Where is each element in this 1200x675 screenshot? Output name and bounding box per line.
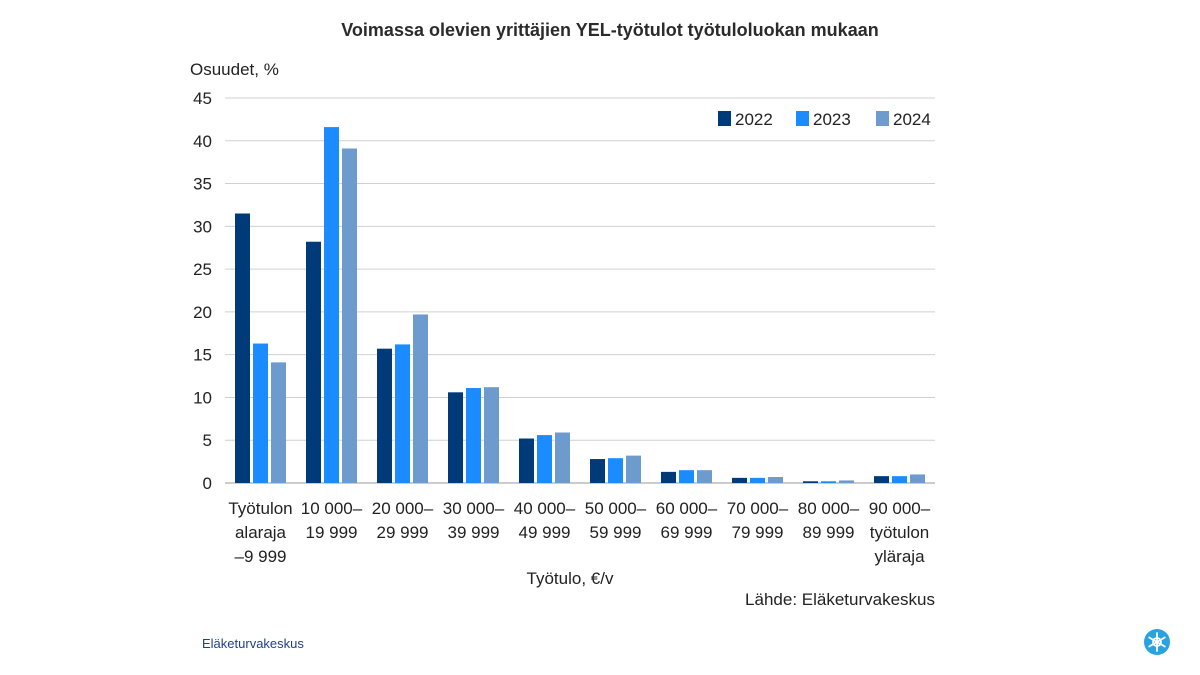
x-tick-label: 20 000– — [372, 499, 434, 518]
bar-2023-cat-9 — [892, 476, 907, 483]
bar-2022-cat-3 — [448, 392, 463, 483]
bar-2022-cat-6 — [661, 471, 676, 483]
bar-2024-cat-5 — [626, 455, 641, 483]
bar-2024-cat-2 — [413, 314, 428, 483]
bar-2024-cat-6 — [697, 470, 712, 483]
bar-2023-cat-4 — [537, 435, 552, 483]
x-tick-label: työtulon — [870, 523, 930, 542]
bar-2023-cat-0 — [253, 343, 268, 483]
bar-2024-cat-4 — [555, 432, 570, 483]
etk-logo-icon — [1144, 629, 1170, 655]
x-tick-label: alaraja — [235, 523, 287, 542]
legend-swatch-2022 — [718, 111, 731, 126]
bar-2023-cat-8 — [821, 481, 836, 483]
x-tick-label: 40 000– — [514, 499, 576, 518]
bar-2022-cat-2 — [377, 348, 392, 483]
legend-label-2024: 2024 — [893, 110, 931, 129]
bar-2024-cat-3 — [484, 387, 499, 483]
x-tick-label: 60 000– — [656, 499, 718, 518]
bar-2022-cat-1 — [306, 241, 321, 483]
bar-2022-cat-5 — [590, 459, 605, 483]
bar-2022-cat-9 — [874, 476, 889, 483]
x-axis-label: Työtulo, €/v — [526, 569, 614, 588]
footer-organization: Eläketurvakeskus — [202, 636, 304, 651]
x-tick-label: 69 999 — [661, 523, 713, 542]
bar-2022-cat-8 — [803, 481, 818, 483]
bar-2023-cat-3 — [466, 388, 481, 483]
bar-2023-cat-1 — [324, 127, 339, 483]
y-tick-label: 20 — [193, 303, 212, 322]
x-tick-label: 70 000– — [727, 499, 789, 518]
source-note: Lähde: Eläketurvakeskus — [745, 590, 935, 609]
x-tick-label: 30 000– — [443, 499, 505, 518]
bar-2023-cat-6 — [679, 470, 694, 483]
x-tick-label: –9 999 — [235, 547, 287, 566]
y-tick-label: 15 — [193, 346, 212, 365]
legend-swatch-2023 — [796, 111, 809, 126]
legend-swatch-2024 — [876, 111, 889, 126]
x-tick-label: 80 000– — [798, 499, 860, 518]
bar-2022-cat-7 — [732, 477, 747, 483]
y-tick-label: 0 — [203, 474, 212, 493]
y-axis-label: Osuudet, % — [190, 60, 279, 79]
x-tick-label: 59 999 — [590, 523, 642, 542]
bar-2024-cat-8 — [839, 480, 854, 483]
x-tick-label: yläraja — [874, 547, 925, 566]
x-tick-label: 49 999 — [519, 523, 571, 542]
y-tick-label: 40 — [193, 132, 212, 151]
x-tick-label: 39 999 — [448, 523, 500, 542]
bar-2024-cat-1 — [342, 148, 357, 483]
x-tick-label: 79 999 — [732, 523, 784, 542]
legend-label-2023: 2023 — [813, 110, 851, 129]
x-tick-label: Työtulon — [228, 499, 292, 518]
y-tick-label: 5 — [203, 431, 212, 450]
bar-2023-cat-5 — [608, 458, 623, 483]
legend-label-2022: 2022 — [735, 110, 773, 129]
x-tick-label: 10 000– — [301, 499, 363, 518]
bar-2023-cat-2 — [395, 344, 410, 483]
y-tick-label: 45 — [193, 89, 212, 108]
bar-2024-cat-0 — [271, 362, 286, 483]
bar-2024-cat-9 — [910, 474, 925, 483]
x-tick-label: 50 000– — [585, 499, 647, 518]
bar-2022-cat-0 — [235, 213, 250, 483]
x-tick-label: 29 999 — [377, 523, 429, 542]
bar-2024-cat-7 — [768, 477, 783, 483]
bar-2022-cat-4 — [519, 438, 534, 483]
y-tick-label: 30 — [193, 217, 212, 236]
x-tick-label: 90 000– — [869, 499, 931, 518]
y-tick-label: 10 — [193, 388, 212, 407]
chart-title: Voimassa olevien yrittäjien YEL-työtulot… — [341, 20, 879, 40]
x-tick-label: 19 999 — [306, 523, 358, 542]
y-tick-label: 35 — [193, 175, 212, 194]
y-tick-label: 25 — [193, 260, 212, 279]
x-tick-label: 89 999 — [803, 523, 855, 542]
bar-2023-cat-7 — [750, 477, 765, 483]
